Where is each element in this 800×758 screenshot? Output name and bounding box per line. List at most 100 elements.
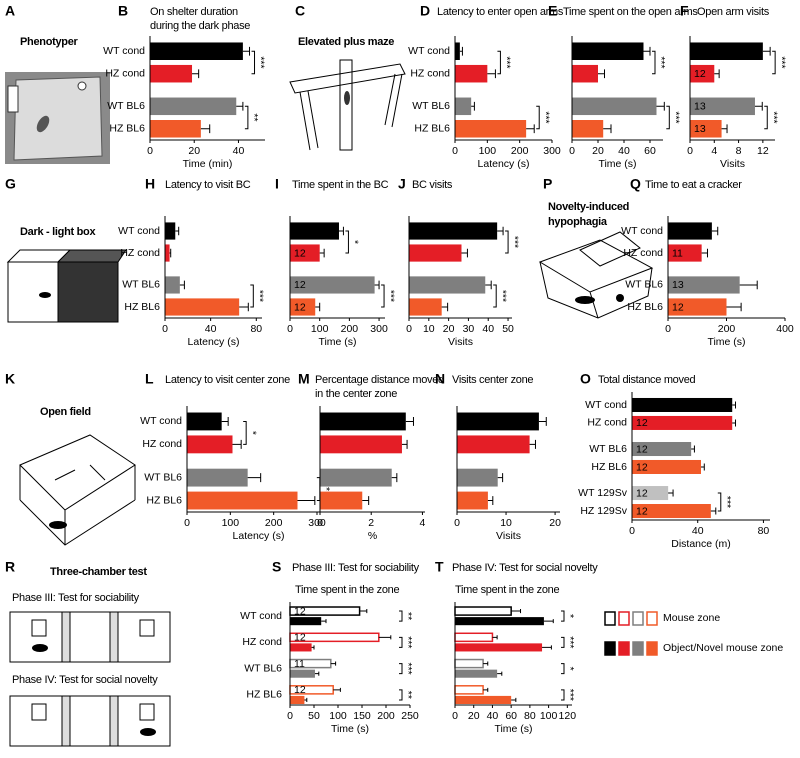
x-tick-label: 10 <box>423 323 435 335</box>
category-label: WT cond <box>585 399 627 411</box>
x-axis-label: Time (s) <box>707 336 745 348</box>
bar <box>455 669 498 678</box>
category-label: WT 129Sv <box>578 487 628 499</box>
bar <box>320 435 402 454</box>
open-field-drawing <box>19 434 136 546</box>
chart-title: BC visits <box>412 179 453 191</box>
category-label: HZ BL6 <box>627 301 663 313</box>
bar <box>690 42 763 60</box>
n-label: 12 <box>294 279 306 291</box>
x-axis-label: Latency (s) <box>188 336 240 348</box>
chart-title: On shelter duration <box>150 6 238 18</box>
panel-letter: N <box>435 371 445 387</box>
bar <box>320 468 392 487</box>
significance-label: *** <box>254 290 266 302</box>
x-tick-label: 80 <box>250 323 262 335</box>
error-bar <box>656 101 665 111</box>
category-label: HZ 129Sv <box>580 505 627 517</box>
category-label: WT BL6 <box>122 279 160 291</box>
x-tick-label: 40 <box>482 323 494 335</box>
x-axis-label: Time (s) <box>494 723 532 735</box>
significance-bracket <box>561 689 565 701</box>
error-bar <box>726 302 742 312</box>
x-tick-label: 100 <box>479 145 497 157</box>
x-tick-label: 0 <box>287 323 293 335</box>
n-label: 12 <box>636 399 648 411</box>
error-bar <box>236 101 244 111</box>
chart-subtitle: Time spent in the zone <box>455 584 559 596</box>
significance-label: ** <box>248 113 260 121</box>
error-bar <box>378 635 392 640</box>
n-label: 12 <box>636 417 648 429</box>
significance-label: *** <box>255 56 267 68</box>
error-bar <box>362 496 370 506</box>
bar <box>632 486 669 501</box>
significance-bracket <box>561 636 565 648</box>
bar <box>290 276 375 294</box>
panel-letter: O <box>580 371 591 387</box>
x-tick-label: 300 <box>543 145 561 157</box>
panel-letter: M <box>298 371 310 387</box>
bar <box>454 606 512 616</box>
significance-bracket <box>399 689 403 701</box>
x-tick-label: 0 <box>162 323 168 335</box>
legend-swatch <box>646 641 658 656</box>
x-tick-label: 60 <box>505 710 517 722</box>
x-tick-label: 100 <box>540 710 558 722</box>
error-bar <box>511 609 522 614</box>
error-bar <box>304 697 308 702</box>
significance-label: ** <box>402 691 414 699</box>
error-bar <box>485 280 492 290</box>
bar <box>187 412 222 431</box>
error-bar <box>221 416 229 426</box>
x-tick-label: 40 <box>487 710 499 722</box>
significance-bracket <box>251 50 256 75</box>
x-tick-label: 0 <box>569 145 575 157</box>
legend-swatch <box>604 611 616 626</box>
error-bar <box>338 226 344 236</box>
chart-title: Time spent in the BC <box>292 179 389 191</box>
significance-bracket <box>345 230 349 254</box>
error-bar <box>169 248 172 258</box>
panel-letter: G <box>5 176 16 192</box>
error-bar <box>441 302 449 312</box>
chart-title: in the center zone <box>315 388 397 400</box>
x-tick-label: 50 <box>502 323 514 335</box>
chart-title: Total distance moved <box>598 374 696 386</box>
n-label: 12 <box>294 684 306 696</box>
panel-letter: L <box>145 371 154 387</box>
bar <box>572 42 644 60</box>
error-bar <box>732 419 736 427</box>
significance-bracket <box>244 105 249 130</box>
phase-label: Phase III: Test for sociability <box>12 592 140 604</box>
significance-bracket <box>764 105 768 130</box>
error-bar <box>711 226 719 236</box>
bar <box>457 468 498 487</box>
legend-swatch <box>646 611 658 626</box>
bar <box>290 298 316 316</box>
bar <box>457 491 488 510</box>
panel-letter: I <box>275 176 279 192</box>
n-label: 11 <box>672 247 683 259</box>
bar <box>690 97 755 116</box>
legend-swatch <box>618 611 630 626</box>
x-axis-label: Distance (m) <box>671 538 731 550</box>
bar <box>290 244 320 262</box>
significance-bracket <box>497 50 501 75</box>
panel-letter: H <box>145 176 155 192</box>
x-tick-label: 20 <box>443 323 455 335</box>
x-tick-label: 0 <box>452 145 458 157</box>
significance-bracket <box>561 663 565 675</box>
n-label: 12 <box>294 632 306 644</box>
bar <box>690 64 715 83</box>
x-tick-label: 20 <box>549 517 561 529</box>
category-label: HZ cond <box>623 247 663 259</box>
error-bar <box>179 280 185 290</box>
x-tick-label: 20 <box>188 145 200 157</box>
bar <box>632 504 711 519</box>
significance-label: * <box>349 240 361 244</box>
category-label: HZ BL6 <box>124 301 160 313</box>
significance-bracket <box>493 284 497 308</box>
legend-swatch <box>632 611 644 626</box>
error-bar <box>200 124 211 134</box>
